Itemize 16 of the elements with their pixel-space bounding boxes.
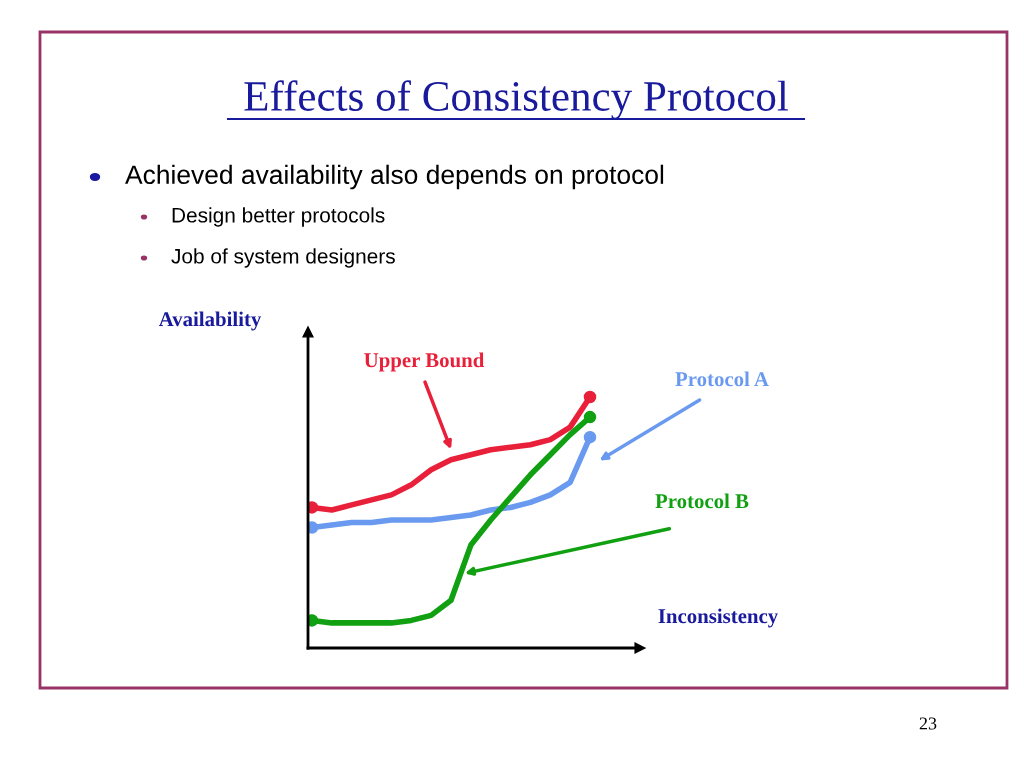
- x-axis-title: Inconsistency: [658, 608, 778, 628]
- chart-title: Effects of Consistency Protocol: [244, 80, 788, 120]
- point: [583, 430, 597, 444]
- point: [308, 521, 319, 534]
- point: [308, 501, 319, 514]
- text: Protocol A: [675, 371, 769, 387]
- text: 23: [919, 717, 937, 730]
- point: [583, 390, 597, 404]
- point: [308, 614, 319, 627]
- y-axis-title: Availability: [158, 311, 262, 331]
- text: Achieved availability also depends on protocol: [125, 164, 664, 190]
- text: Design better protocols: [172, 207, 385, 227]
- text: Protocol B: [655, 493, 749, 509]
- text: Job of system designers: [171, 248, 395, 268]
- point: [583, 410, 597, 424]
- text: Upper Bound: [364, 352, 485, 372]
